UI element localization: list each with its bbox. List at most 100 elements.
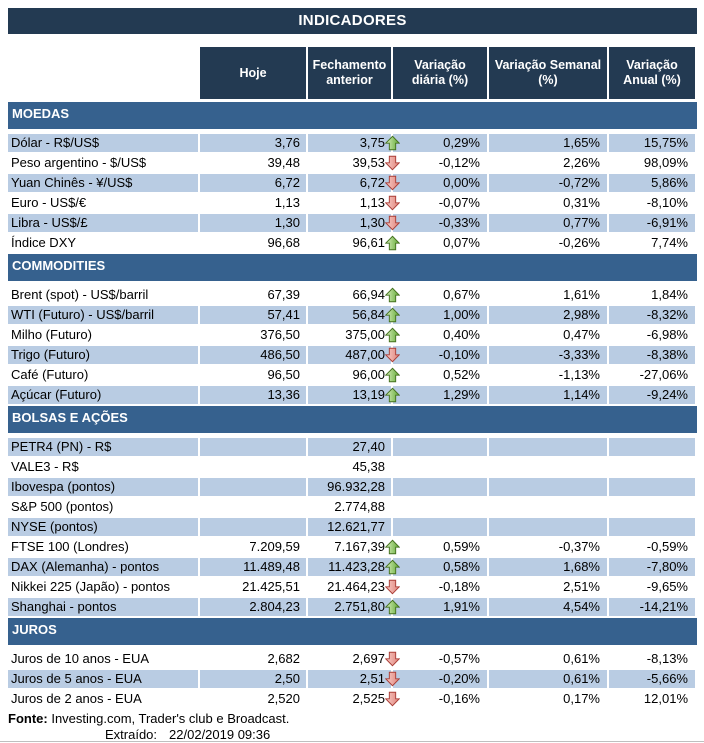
cell-variacao-anual: -14,21% <box>609 598 695 616</box>
variacao-diaria-value: -0,57% <box>438 651 480 666</box>
table-row: Milho (Futuro) 376,50 375,00 0,40% 0,47% -6,9… <box>8 326 697 344</box>
table-row: FTSE 100 (Londres) 7.209,59 7.167,39 0,59% -… <box>8 538 697 556</box>
page-title: INDICADORES <box>8 8 697 34</box>
cell-variacao-anual: 1,84% <box>609 286 695 304</box>
cell-fechamento-anterior: 56,84 <box>308 306 391 324</box>
cell-variacao-semanal: -0,72% <box>489 174 607 192</box>
cell-variacao-anual: -8,32% <box>609 306 695 324</box>
cell-hoje: 96,68 <box>200 234 306 252</box>
cell-variacao-semanal: 2,26% <box>489 154 607 172</box>
table-row: WTI (Futuro) - US$/barril 57,41 56,84 1,00%… <box>8 306 697 324</box>
cell-variacao-semanal: 0,77% <box>489 214 607 232</box>
table-row: S&P 500 (pontos) 2.774,88 <box>8 498 697 516</box>
table-row: Índice DXY 96,68 96,61 0,07% -0,26% 7,74% <box>8 234 697 252</box>
section-header-juros: JUROS <box>8 618 697 645</box>
cell-label: Brent (spot) - US$/barril <box>8 286 198 304</box>
extracted-line: Extraído: 22/02/2019 09:36 <box>8 727 697 743</box>
cell-hoje <box>200 498 306 516</box>
up-arrow-icon <box>385 367 400 383</box>
cell-variacao-semanal: 1,14% <box>489 386 607 404</box>
down-arrow-icon <box>385 347 400 363</box>
cell-variacao-semanal <box>489 518 607 536</box>
cell-hoje: 13,36 <box>200 386 306 404</box>
cell-label: Shanghai - pontos <box>8 598 198 616</box>
cell-variacao-diaria <box>393 518 487 536</box>
cell-variacao-semanal: 0,61% <box>489 650 607 668</box>
cell-variacao-diaria: 1,00% <box>385 306 487 324</box>
table-row: PETR4 (PN) - R$ 27,40 <box>8 438 697 456</box>
table-row: Café (Futuro) 96,50 96,00 0,52% -1,13% -27,06… <box>8 366 697 384</box>
up-arrow-icon <box>385 559 400 575</box>
cell-fechamento-anterior: 13,19 <box>308 386 391 404</box>
variacao-diaria-value: 0,29% <box>443 135 480 150</box>
cell-fechamento-anterior: 11.423,28 <box>308 558 391 576</box>
cell-hoje: 2,520 <box>200 690 306 708</box>
cell-fechamento-anterior: 3,75 <box>308 134 391 152</box>
cell-variacao-semanal: 0,17% <box>489 690 607 708</box>
cell-label: VALE3 - R$ <box>8 458 198 476</box>
cell-label: Trigo (Futuro) <box>8 346 198 364</box>
table-row: Libra - US$/£ 1,30 1,30 -0,33% 0,77% -6,91% <box>8 214 697 232</box>
cell-hoje: 21.425,51 <box>200 578 306 596</box>
cell-fechamento-anterior: 1,30 <box>308 214 391 232</box>
cell-hoje: 67,39 <box>200 286 306 304</box>
cell-variacao-semanal: 2,98% <box>489 306 607 324</box>
cell-hoje: 2,50 <box>200 670 306 688</box>
cell-fechamento-anterior: 96,61 <box>308 234 391 252</box>
cell-variacao-diaria: -0,18% <box>385 578 487 596</box>
table-row: Trigo (Futuro) 486,50 487,00 -0,10% -3,33% -8… <box>8 346 697 364</box>
cell-variacao-anual: -8,38% <box>609 346 695 364</box>
cell-variacao-semanal <box>489 438 607 456</box>
cell-fechamento-anterior: 2.751,80 <box>308 598 391 616</box>
cell-hoje: 39,48 <box>200 154 306 172</box>
cell-variacao-diaria: 0,00% <box>385 174 487 192</box>
cell-variacao-anual <box>609 518 695 536</box>
section-header-bolsas-e-acoes: BOLSAS E AÇÕES <box>8 406 697 433</box>
cell-variacao-diaria: -0,12% <box>385 154 487 172</box>
cell-variacao-semanal: 2,51% <box>489 578 607 596</box>
cell-label: Ibovespa (pontos) <box>8 478 198 496</box>
cell-fechamento-anterior: 2,697 <box>308 650 391 668</box>
table-row: Dólar - R$/US$ 3,76 3,75 0,29% 1,65% 15,75% <box>8 134 697 152</box>
cell-variacao-diaria: 0,59% <box>385 538 487 556</box>
down-arrow-icon <box>385 215 400 231</box>
table-row: Brent (spot) - US$/barril 67,39 66,94 0,67%… <box>8 286 697 304</box>
variacao-diaria-value: -0,16% <box>438 691 480 706</box>
variacao-diaria-value: -0,20% <box>438 671 480 686</box>
cell-label: Juros de 5 anos - EUA <box>8 670 198 688</box>
column-header-variacao-semanal: Variação Semanal (%) <box>489 47 607 99</box>
cell-hoje <box>200 478 306 496</box>
cell-variacao-diaria: 0,52% <box>385 366 487 384</box>
column-header-fechamento-anterior: Fechamento anterior <box>308 47 391 99</box>
cell-hoje <box>200 458 306 476</box>
cell-hoje: 2.804,23 <box>200 598 306 616</box>
extracted-label: Extraído: <box>105 727 158 742</box>
footer: Fonte: Investing.com, Trader's club e Br… <box>8 711 697 743</box>
cell-variacao-anual: -27,06% <box>609 366 695 384</box>
cell-variacao-semanal: -0,37% <box>489 538 607 556</box>
cell-label: Yuan Chinês - ¥/US$ <box>8 174 198 192</box>
cell-label: Juros de 2 anos - EUA <box>8 690 198 708</box>
cell-variacao-semanal: -0,26% <box>489 234 607 252</box>
down-arrow-icon <box>385 175 400 191</box>
cell-variacao-anual <box>609 438 695 456</box>
variacao-diaria-value: -0,33% <box>438 215 480 230</box>
cell-variacao-diaria: 0,58% <box>385 558 487 576</box>
cell-variacao-anual <box>609 458 695 476</box>
table-row: Juros de 5 anos - EUA 2,50 2,51 -0,20% 0,61%… <box>8 670 697 688</box>
cell-variacao-anual: 98,09% <box>609 154 695 172</box>
cell-variacao-diaria: -0,20% <box>385 670 487 688</box>
source-line: Fonte: Investing.com, Trader's club e Br… <box>8 711 697 727</box>
variacao-diaria-value: -0,18% <box>438 579 480 594</box>
table-row: Yuan Chinês - ¥/US$ 6,72 6,72 0,00% -0,72% 5,… <box>8 174 697 192</box>
cell-variacao-semanal: 1,61% <box>489 286 607 304</box>
cell-variacao-anual: -7,80% <box>609 558 695 576</box>
cell-label: WTI (Futuro) - US$/barril <box>8 306 198 324</box>
down-arrow-icon <box>385 691 400 707</box>
cell-label: NYSE (pontos) <box>8 518 198 536</box>
up-arrow-icon <box>385 539 400 555</box>
cell-fechamento-anterior: 7.167,39 <box>308 538 391 556</box>
cell-label: Libra - US$/£ <box>8 214 198 232</box>
cell-variacao-semanal <box>489 458 607 476</box>
cell-variacao-semanal: -3,33% <box>489 346 607 364</box>
